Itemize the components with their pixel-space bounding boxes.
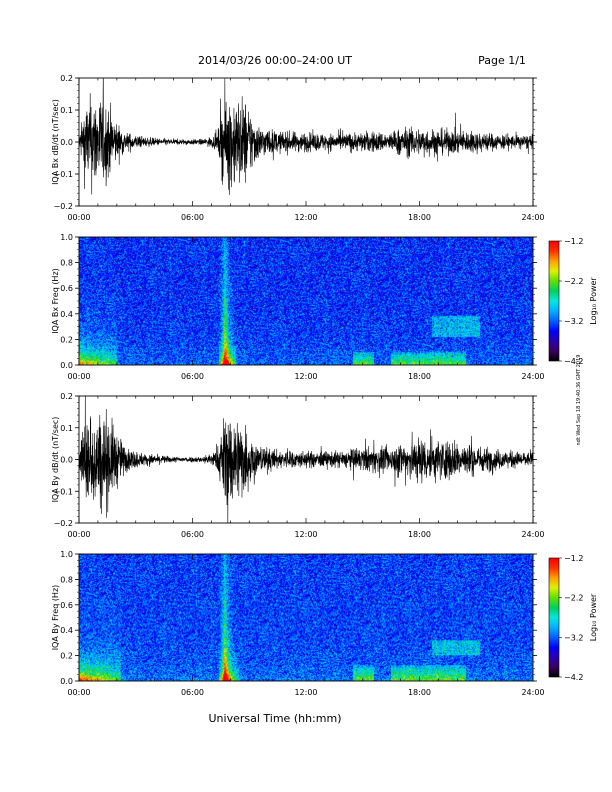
y-tick-label: 0.0 [60,677,73,686]
colorbar [548,557,560,678]
colorbar-label: Log₁₀ Power [589,593,598,641]
figure-title: 2014/03/26 00:00–24:00 UT [198,54,352,67]
page-indicator: Page 1/1 [478,54,526,67]
x-tick-label: 18:00 [408,530,431,539]
colorbar-tick-label: −3.2 [564,633,583,642]
x-tick-label: 18:00 [408,213,431,222]
y-tick-label: 0.0 [60,361,73,370]
y-tick-label: 0.2 [60,392,73,401]
x-tick-label: 06:00 [181,213,204,222]
y-tick-label: −0.1 [54,487,73,496]
colorbar-tick-label: −4.2 [564,357,583,366]
x-tick-label: 12:00 [294,688,317,697]
y-tick-label: 1.0 [60,550,73,559]
x-tick-label: 00:00 [67,530,90,539]
y-tick-label: 0.8 [60,259,73,268]
y-tick-label: −0.2 [54,202,73,211]
y-tick-label: 0.2 [60,335,73,344]
x-tick-label: 06:00 [181,688,204,697]
side-stamp: ndt Wed Sep 18 19:40:36 GMT 2019 [576,355,582,446]
y-tick-label: 0.4 [60,310,73,319]
x-tick-label: 18:00 [408,688,431,697]
colorbar-tick-label: −3.2 [564,317,583,326]
plot-frame [78,236,534,366]
x-tick-label: 12:00 [294,372,317,381]
x-tick-label: 24:00 [521,530,544,539]
colorbar [548,240,560,362]
x-tick-label: 12:00 [294,213,317,222]
y-tick-label: −0.2 [54,519,73,528]
y-tick-label: 1.0 [60,233,73,242]
x-tick-label: 24:00 [521,688,544,697]
y-axis-label: IQA By Freq (Hz) [51,585,60,651]
y-tick-label: 0.6 [60,601,73,610]
colorbar-tick-label: −1.2 [564,237,583,246]
y-tick-label: 0.1 [60,106,73,115]
panels: −0.2 −0.1 0.0 0.1 0.2 00:00 06:00 12:00 18:00 24:… [51,74,598,697]
y-tick-label: 0.8 [60,575,73,584]
y-axis-label: IQA By dB/dt (nT/sec) [51,417,60,503]
x-tick-label: 00:00 [67,372,90,381]
colorbar-tick-label: −4.2 [564,673,583,682]
y-tick-label: 0.2 [60,74,73,83]
colorbar-tick-label: −2.2 [564,277,583,286]
y-axis-label: IQA Bx dB/dt (nT/sec) [51,99,60,185]
series-line [79,78,533,195]
plot-frame [78,553,534,682]
x-tick-label: 24:00 [521,372,544,381]
colorbar-tick-label: −2.2 [564,594,583,603]
y-tick-label: −0.1 [54,170,73,179]
waveform-panel-2 [79,396,533,523]
x-axis-title: Universal Time (hh:mm) [209,712,342,725]
x-tick-label: 00:00 [67,688,90,697]
series-line [79,396,533,523]
y-tick-label: 0.4 [60,626,73,635]
x-tick-label: 06:00 [181,372,204,381]
x-tick-label: 12:00 [294,530,317,539]
colorbar-tick-label: −1.2 [564,554,583,563]
y-tick-label: 0.0 [60,456,73,465]
x-tick-label: 06:00 [181,530,204,539]
plot-frame [78,77,534,207]
waveform-panel-0 [79,78,533,195]
y-tick-label: 0.1 [60,424,73,433]
x-tick-label: 24:00 [521,213,544,222]
y-tick-label: 0.6 [60,284,73,293]
colorbar-label: Log₁₀ Power [589,277,598,325]
plot-frame [78,395,534,524]
y-axis-label: IQA Bx Freq (Hz) [51,268,60,334]
spectrogram-image-3 [79,554,533,681]
y-tick-label: 0.2 [60,652,73,661]
y-tick-label: 0.0 [60,138,73,147]
x-tick-label: 18:00 [408,372,431,381]
x-tick-label: 00:00 [67,213,90,222]
spectrogram-image-1 [79,237,533,365]
